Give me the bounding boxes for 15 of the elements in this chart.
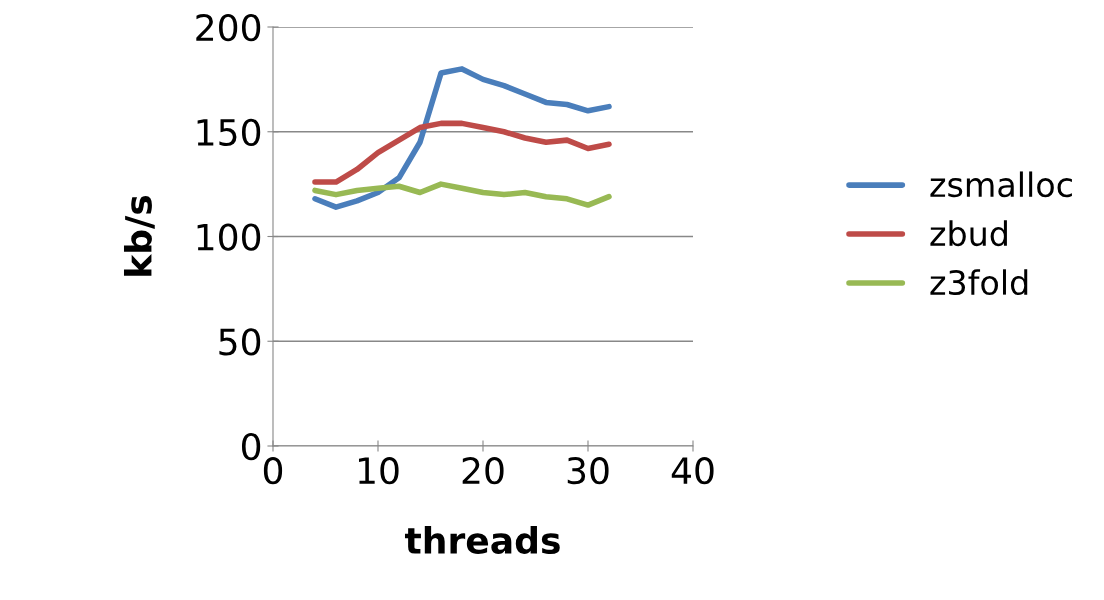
x-axis-title: threads [404,526,560,555]
y-tick-label: 50 [219,328,261,356]
y-tick-label: 0 [241,432,261,461]
y-tick-label: 200 [196,13,261,42]
legend-label: zbud [930,220,1007,247]
x-tick-label: 10 [358,457,399,485]
y-axis-title: kb/s [123,195,155,276]
x-tick-label: 30 [567,457,609,485]
legend-label: z3fold [930,269,1028,296]
y-tick-label: 100 [197,223,261,251]
x-tick-label: 0 [263,457,283,485]
x-tick-label: 20 [462,457,504,485]
legend-label: zsmalloc [930,171,1072,198]
x-tick-label: 40 [671,457,714,485]
y-tick-label: 150 [197,118,261,146]
